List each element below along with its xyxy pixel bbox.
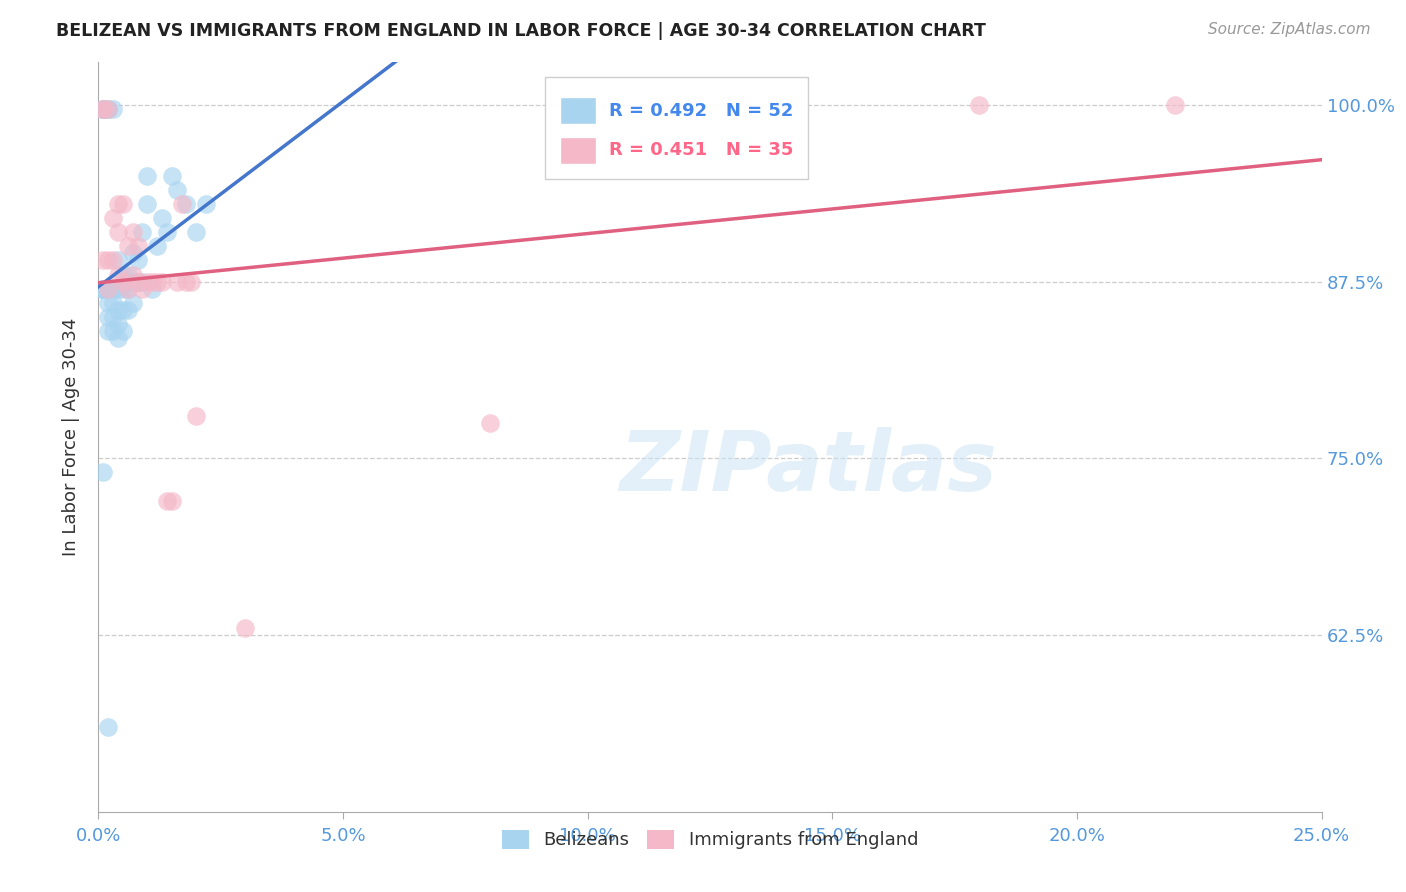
Point [107,196,129,211]
Legend: Belizeans, Immigrants from England: Belizeans, Immigrants from England [495,822,925,856]
Point [111,196,134,211]
Point [117,239,139,253]
Point [97,282,120,296]
Point [121,225,143,239]
Point [478,416,501,430]
Point [127,275,149,289]
Point [111,282,134,296]
Text: R = 0.451   N = 35: R = 0.451 N = 35 [609,141,793,160]
Point [97,295,120,310]
Point [131,225,153,239]
Point [121,246,143,260]
Point [107,331,129,345]
Point [121,295,143,310]
Point [150,275,173,289]
Point [117,302,139,317]
Point [967,98,990,112]
Point [91,102,114,116]
Point [97,324,120,338]
Point [101,211,124,225]
Point [176,275,198,289]
Point [131,282,153,296]
Point [101,295,124,310]
Point [97,253,120,268]
Point [91,102,114,116]
Point [97,310,120,324]
Point [166,275,188,289]
Point [107,302,129,317]
Point [141,282,163,296]
Point [170,196,193,211]
Point [107,268,129,282]
Point [97,102,120,116]
Point [146,275,169,289]
Y-axis label: In Labor Force | Age 30-34: In Labor Force | Age 30-34 [62,318,80,557]
Point [156,225,179,239]
Point [121,275,143,289]
Point [136,275,159,289]
Point [117,282,139,296]
Point [233,621,256,635]
Point [97,282,120,296]
Point [101,253,124,268]
Point [186,225,208,239]
Point [186,409,208,423]
Point [107,282,129,296]
Point [91,282,114,296]
Text: ZIPatlas: ZIPatlas [619,426,997,508]
Point [107,225,129,239]
Point [141,275,163,289]
Point [97,102,120,116]
Point [1164,98,1187,112]
Point [101,324,124,338]
Point [136,196,159,211]
Point [91,253,114,268]
Point [160,169,183,183]
Point [91,102,114,116]
Point [146,239,169,253]
Text: R = 0.492   N = 52: R = 0.492 N = 52 [609,102,793,120]
Point [150,211,173,225]
Point [91,282,114,296]
FancyBboxPatch shape [546,78,808,178]
Text: BELIZEAN VS IMMIGRANTS FROM ENGLAND IN LABOR FORCE | AGE 30-34 CORRELATION CHART: BELIZEAN VS IMMIGRANTS FROM ENGLAND IN L… [56,22,986,40]
Point [136,169,159,183]
Point [180,275,202,289]
Point [127,253,149,268]
Point [111,302,134,317]
Point [91,102,114,116]
Point [101,282,124,296]
Point [121,268,143,282]
Point [111,275,134,289]
Point [176,196,198,211]
FancyBboxPatch shape [560,136,596,164]
Point [131,275,153,289]
Point [127,275,149,289]
FancyBboxPatch shape [560,97,596,124]
Point [195,196,218,211]
Point [160,493,183,508]
Point [91,282,114,296]
Point [111,268,134,282]
Point [101,310,124,324]
Point [97,102,120,116]
Point [91,282,114,296]
Point [117,268,139,282]
Point [91,466,114,480]
Point [91,102,114,116]
Point [97,720,120,734]
Point [101,102,124,116]
Point [107,317,129,331]
Point [166,183,188,197]
Point [156,493,179,508]
Point [91,102,114,116]
Point [117,282,139,296]
Point [107,253,129,268]
Point [127,239,149,253]
Point [111,324,134,338]
Text: Source: ZipAtlas.com: Source: ZipAtlas.com [1208,22,1371,37]
Point [97,282,120,296]
